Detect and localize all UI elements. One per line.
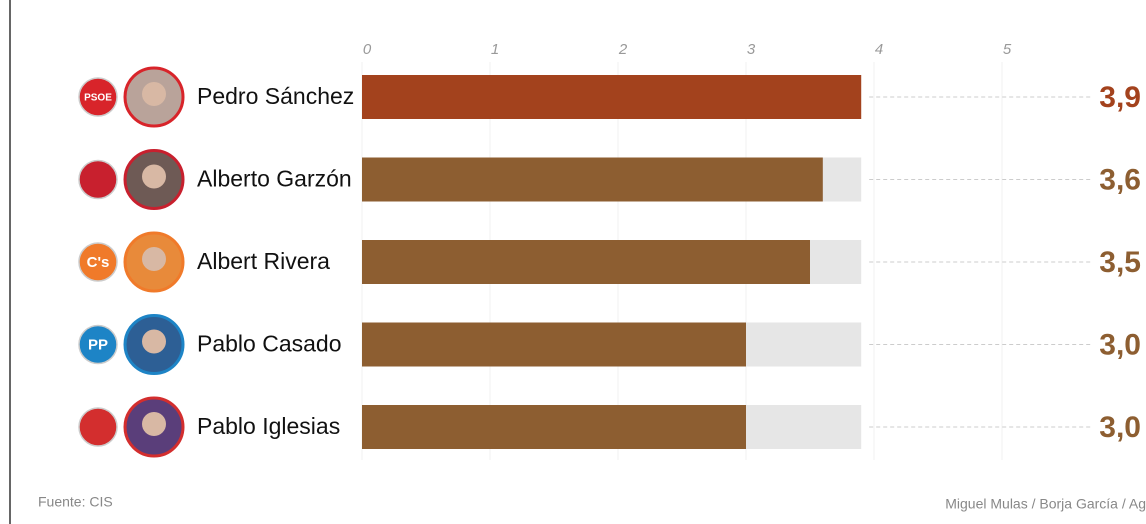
category-label: Pedro Sánchez	[197, 83, 354, 109]
party-logo-text: PSOE	[84, 93, 112, 104]
party-logo-text: C's	[87, 254, 110, 271]
bar	[362, 322, 746, 367]
value-label: 3,0	[1099, 328, 1141, 361]
candidate-face	[142, 412, 166, 436]
bar	[362, 75, 862, 119]
x-tick-label: 0	[363, 41, 372, 58]
category-label: Pablo Iglesias	[197, 413, 340, 439]
value-label: 3,6	[1099, 163, 1141, 196]
party-logo	[78, 407, 118, 447]
category-label: Albert Rivera	[197, 248, 330, 274]
bar	[362, 157, 823, 202]
x-tick-label: 5	[1003, 41, 1012, 58]
party-logo	[78, 242, 118, 282]
value-label: 3,5	[1099, 246, 1141, 279]
value-label: 3,9	[1099, 81, 1141, 114]
party-logo	[78, 324, 118, 365]
source: Fuente: CIS	[38, 494, 113, 510]
bar	[362, 405, 746, 449]
candidate-face	[142, 329, 166, 354]
category-label: Alberto Garzón	[197, 166, 352, 192]
party-logo-text: PP	[88, 336, 108, 353]
candidate-face	[142, 164, 166, 189]
candidate-face	[142, 82, 166, 106]
x-tick-label: 3	[747, 41, 756, 58]
party-logo	[78, 159, 118, 200]
category-label: Pablo Casado	[197, 331, 342, 357]
candidate-face	[142, 247, 166, 271]
x-tick-label: 4	[875, 41, 883, 58]
party-logo	[78, 77, 118, 117]
bar	[362, 240, 810, 284]
x-tick-label: 2	[618, 41, 628, 58]
x-tick-label: 1	[491, 41, 499, 58]
credit: Miguel Mulas / Borja García / Ag	[945, 496, 1146, 512]
value-label: 3,0	[1099, 411, 1141, 444]
